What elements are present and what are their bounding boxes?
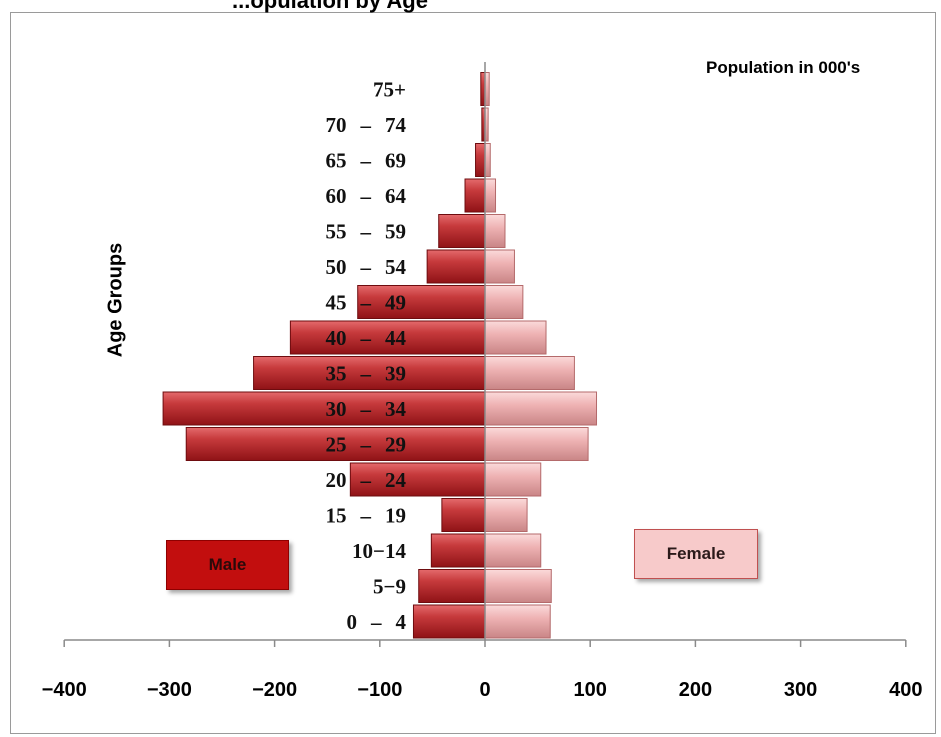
legend-male-label: Male <box>208 555 247 574</box>
bar-female-40-44 <box>484 320 547 355</box>
bar-male-45-49 <box>357 285 486 319</box>
age-label-65-69: 65–69 <box>326 149 407 173</box>
age-label-0-4: 0–4 <box>347 610 407 634</box>
bar-female-45-49 <box>484 285 524 319</box>
age-label-10-14: 10−14 <box>352 539 406 563</box>
bar-female-50-54 <box>484 249 515 284</box>
age-label-20-24: 20–24 <box>326 468 407 492</box>
age-group-labels: 0–4 5−9 10−14 15–19 20–24 25–29 30–34 35–39 40–4… <box>326 78 407 635</box>
x-tick-label: −400 <box>42 679 87 701</box>
age-label-40-44: 40–44 <box>326 326 407 350</box>
bar-female-35-39 <box>484 356 575 390</box>
bar-male-40-44 <box>289 320 486 355</box>
bar-male-30-34 <box>162 391 486 426</box>
bar-male-20-24 <box>349 462 486 497</box>
y-axis-title: Age Groups <box>104 242 127 358</box>
bar-male-65-69 <box>475 143 486 177</box>
bar-female-55-59 <box>484 214 506 248</box>
x-tick-label: −100 <box>357 679 402 701</box>
x-tick-label: 300 <box>784 679 817 701</box>
age-label-75+: 75+ <box>373 78 406 102</box>
age-label-45-49: 45–49 <box>326 291 407 315</box>
x-tick-label: 100 <box>574 679 607 701</box>
chart-title: ...opulation by Age <box>232 0 428 13</box>
x-tick-label: 0 <box>479 679 490 701</box>
bar-female-20-24 <box>484 462 542 497</box>
age-label-5-9: 5−9 <box>373 575 406 599</box>
bar-female-65-69 <box>484 143 491 177</box>
age-label-50-54: 50–54 <box>326 255 407 279</box>
age-label-15-19: 15–19 <box>326 504 407 528</box>
bar-female-15-19 <box>484 498 528 532</box>
legend-male: Male <box>166 540 289 590</box>
bar-female-5-9 <box>484 569 552 603</box>
bar-female-10-14 <box>484 533 542 568</box>
population-unit-note: Population in 000's <box>706 58 861 77</box>
bar-male-50-54 <box>426 249 486 284</box>
bar-male-15-19 <box>441 498 486 532</box>
age-label-55-59: 55–59 <box>326 220 407 244</box>
bar-female-30-34 <box>484 391 598 426</box>
bar-male-0-4 <box>412 604 486 639</box>
age-label-70-74: 70–74 <box>326 113 407 137</box>
bar-male-5-9 <box>418 569 486 603</box>
x-tick-label: −200 <box>252 679 297 701</box>
x-axis: −400 −300 −200 −100 0 100 200 300 400 <box>42 62 922 701</box>
x-tick-label: 200 <box>679 679 712 701</box>
age-label-25-29: 25–29 <box>326 433 407 457</box>
legend-female-label: Female <box>666 544 726 563</box>
age-label-30-34: 30–34 <box>326 397 407 421</box>
legend-female: Female <box>634 529 758 579</box>
age-label-60-64: 60–64 <box>326 184 407 208</box>
bar-female-25-29 <box>484 427 589 461</box>
bar-female-0-4 <box>484 604 551 639</box>
bar-male-25-29 <box>185 427 486 461</box>
bar-male-60-64 <box>464 178 486 213</box>
x-tick-label: −300 <box>147 679 192 701</box>
age-label-35-39: 35–39 <box>326 362 407 386</box>
bar-female-60-64 <box>484 178 497 213</box>
x-tick-label: 400 <box>889 679 922 701</box>
bar-male-10-14 <box>430 533 486 568</box>
bar-male-55-59 <box>438 214 486 248</box>
